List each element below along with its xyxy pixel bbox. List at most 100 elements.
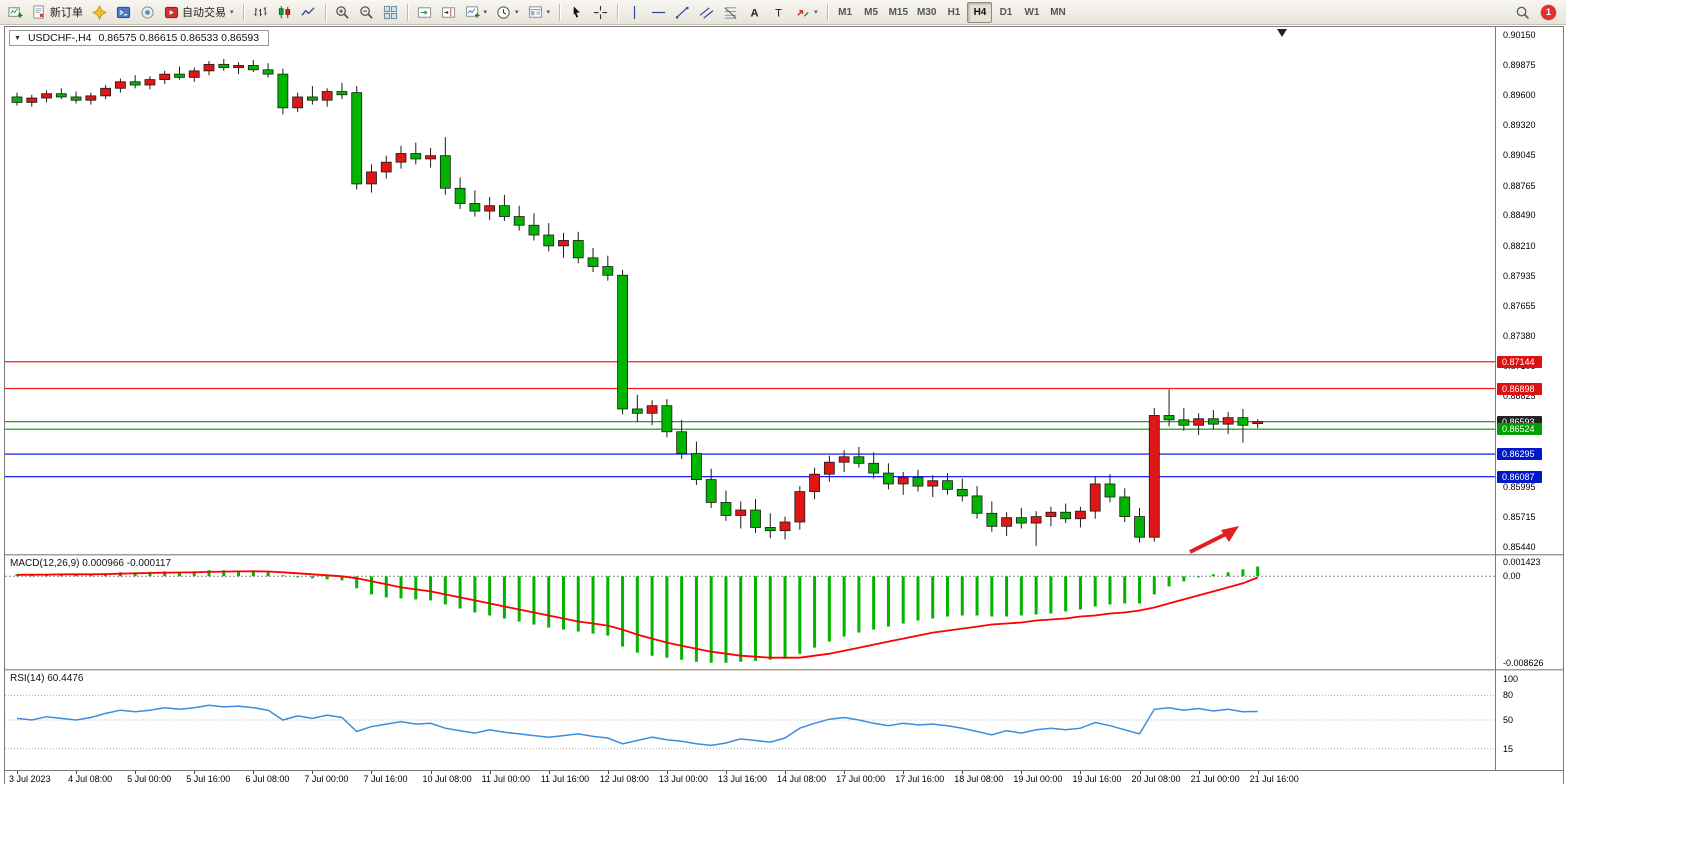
crosshair-icon xyxy=(594,5,608,19)
rsi-chart-canvas[interactable] xyxy=(5,671,1495,767)
notification-badge[interactable]: 1 xyxy=(1541,4,1556,20)
arrows-icon xyxy=(797,9,809,17)
search-icon[interactable] xyxy=(1511,2,1534,23)
bar-chart-button[interactable] xyxy=(249,2,272,23)
timeframe-m30-button[interactable]: M30 xyxy=(917,6,937,18)
trendline-button[interactable] xyxy=(671,2,694,23)
crosshair-button[interactable] xyxy=(589,2,612,23)
timeframe-mn-button[interactable]: MN xyxy=(1050,6,1066,18)
toolbar-separator xyxy=(406,3,408,21)
time-axis-label: 13 Jul 00:00 xyxy=(658,774,708,784)
timeframe-m15-button[interactable]: M15 xyxy=(888,6,909,18)
horizontal-line-button[interactable] xyxy=(647,2,670,23)
vertical-line-button[interactable] xyxy=(623,2,646,23)
time-tick xyxy=(312,771,314,774)
svg-text:A: A xyxy=(751,7,759,19)
zoom-in-icon xyxy=(335,5,349,19)
rsi-axis: 100 80 50 15 xyxy=(1496,671,1563,767)
templates-button[interactable]: ▾ xyxy=(524,2,555,23)
market-watch-button[interactable] xyxy=(136,2,159,23)
cursor-button[interactable] xyxy=(565,2,588,23)
candlestick-button[interactable] xyxy=(273,2,296,23)
timeframe-d1-button[interactable]: D1 xyxy=(999,6,1013,18)
time-tick xyxy=(489,771,491,774)
indicators-button[interactable]: ▾ xyxy=(461,2,492,23)
channel-button[interactable] xyxy=(695,2,718,23)
price-tick: 0.89875 xyxy=(1503,59,1536,70)
new-chart-button[interactable] xyxy=(4,2,27,23)
timeframe-m5-button[interactable]: M5 xyxy=(864,6,879,18)
chart-shift-button[interactable] xyxy=(437,2,460,23)
fibonacci-button[interactable] xyxy=(719,2,742,23)
time-axis-label: 19 Jul 16:00 xyxy=(1072,774,1122,784)
price-tick: 0.87935 xyxy=(1503,270,1536,281)
time-tick xyxy=(371,771,373,774)
time-axis-label: 20 Jul 08:00 xyxy=(1131,774,1181,784)
toolbar-right: 1 xyxy=(1511,2,1562,23)
time-axis-label: 10 Jul 08:00 xyxy=(422,774,472,784)
auto-scroll-button[interactable] xyxy=(413,2,436,23)
periods-button[interactable]: ▾ xyxy=(492,2,523,23)
terminal-icon xyxy=(116,6,131,18)
macd-tick: 0.00 xyxy=(1503,571,1521,582)
price-tick: 0.90150 xyxy=(1503,30,1536,40)
clock-icon xyxy=(497,5,510,19)
autoscroll-icon xyxy=(417,6,431,18)
time-tick xyxy=(194,771,196,774)
price-chart-canvas[interactable] xyxy=(5,27,1495,554)
time-axis-label: 19 Jul 00:00 xyxy=(1013,774,1063,784)
vline-icon xyxy=(633,5,636,19)
rsi-pane[interactable]: RSI(14) 60.4476 100 80 50 15 xyxy=(5,671,1563,767)
price-axis-border xyxy=(1495,27,1496,770)
zoom-in-button[interactable] xyxy=(331,2,354,23)
time-tick xyxy=(1021,771,1023,774)
tile-windows-button[interactable] xyxy=(379,2,402,23)
auto-trading-button[interactable]: 自动交易 ▾ xyxy=(160,2,238,23)
text-button[interactable]: A xyxy=(743,2,766,23)
navigator-button[interactable] xyxy=(88,2,111,23)
candles-icon xyxy=(278,5,290,18)
line-chart-button[interactable] xyxy=(297,2,320,23)
pane-separator[interactable] xyxy=(5,554,1563,556)
toolbar-separator xyxy=(826,3,828,21)
price-pane[interactable]: ▼ USDCHF-,H4 0.86575 0.86615 0.86533 0.8… xyxy=(5,27,1563,554)
price-tick: 0.88765 xyxy=(1503,180,1536,191)
terminal-button[interactable] xyxy=(112,2,135,23)
time-tick xyxy=(903,771,905,774)
toolbar-separator xyxy=(242,3,244,21)
timeframe-h4-button[interactable]: H4 xyxy=(967,1,993,23)
time-tick xyxy=(1257,771,1259,774)
new-order-button[interactable]: 新订单 xyxy=(28,2,87,23)
timeframe-w1-button[interactable]: W1 xyxy=(1024,6,1040,18)
timeframe-h1-button[interactable]: H1 xyxy=(947,6,961,18)
price-tick: 0.88490 xyxy=(1503,210,1536,221)
price-level-badge: 0.86898 xyxy=(1497,382,1542,395)
macd-pane[interactable]: MACD(12,26,9) 0.000966 -0.000117 0.00142… xyxy=(5,556,1563,669)
label-button[interactable]: T xyxy=(767,2,790,23)
time-tick xyxy=(548,771,550,774)
arrow-annotation xyxy=(1189,532,1227,554)
macd-tick: 0.001423 xyxy=(1503,557,1541,567)
rsi-tick: 15 xyxy=(1503,743,1514,754)
template-icon xyxy=(528,5,542,18)
time-tick xyxy=(844,771,846,774)
price-axis: 0.90150 0.89875 0.89600 0.89320 0.89045 0.887… xyxy=(1496,27,1563,554)
pane-separator[interactable] xyxy=(5,669,1563,671)
time-axis-label: 3 Jul 2023 xyxy=(9,774,51,784)
macd-chart-canvas[interactable] xyxy=(5,556,1495,669)
price-level-badge: 0.87144 xyxy=(1497,355,1542,368)
time-axis-label: 21 Jul 00:00 xyxy=(1190,774,1240,784)
arrows-button[interactable]: ▾ xyxy=(791,2,822,23)
macd-tick: -0.008626 xyxy=(1503,658,1544,668)
one-click-trading-toggle-icon[interactable]: ▼ xyxy=(14,34,21,42)
label-icon: T xyxy=(775,7,782,19)
macd-axis: 0.001423 0.00 -0.008626 xyxy=(1496,556,1563,669)
time-tick xyxy=(1198,771,1200,774)
tile-icon xyxy=(383,5,397,19)
timeframe-m1-button[interactable]: M1 xyxy=(838,6,853,18)
price-tick: 0.85715 xyxy=(1503,512,1536,523)
time-tick xyxy=(135,771,137,774)
time-tick xyxy=(666,771,668,774)
market-icon xyxy=(141,5,154,19)
zoom-out-button[interactable] xyxy=(355,2,378,23)
